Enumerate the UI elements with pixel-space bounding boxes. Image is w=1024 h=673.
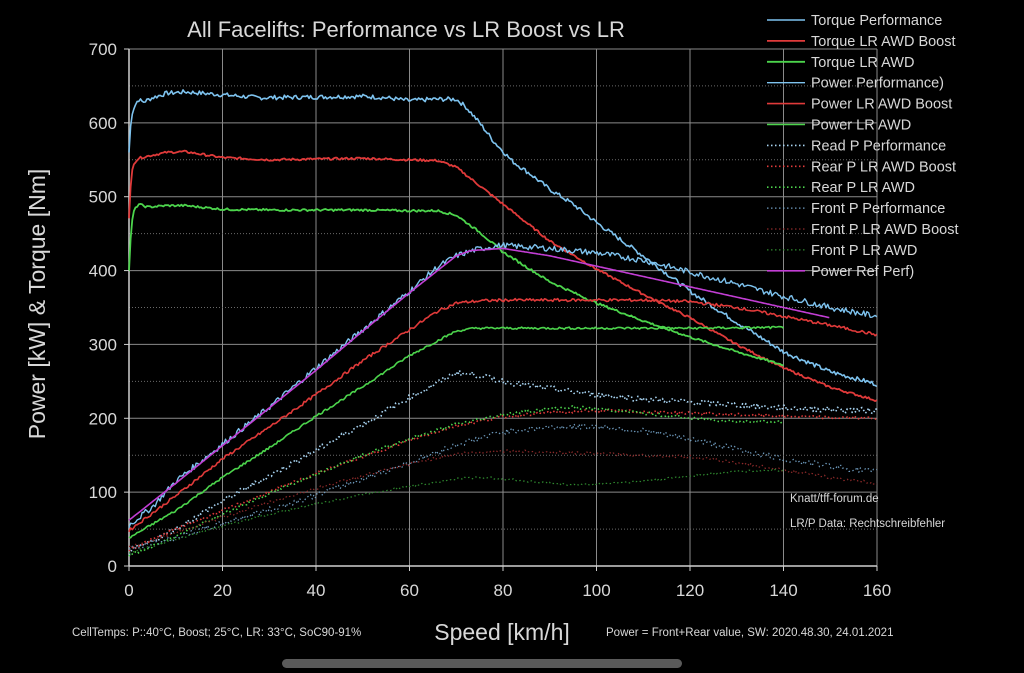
series-line-12 <box>128 468 784 554</box>
footer-celltemps: CellTemps: P::40°C, Boost; 25°C, LR: 33°… <box>72 627 361 639</box>
legend-label: Torque LR AWD Boost <box>811 34 956 50</box>
series-line-4 <box>128 242 878 529</box>
annotation-credit: Knatt/tff-forum.de <box>790 493 879 505</box>
legend-label: Power LR AWD <box>811 118 911 134</box>
series-line-3 <box>128 203 784 367</box>
series-line-13 <box>128 247 830 521</box>
series-line-10 <box>128 423 877 550</box>
x-tick-label: 120 <box>676 581 704 600</box>
legend-label: Torque LR AWD <box>811 55 914 71</box>
legend-label: Rear P LR AWD Boost <box>811 159 956 175</box>
legend: Torque Performance Torque LR AWD Boost Tor… <box>767 13 958 280</box>
series-line-2 <box>128 149 878 402</box>
y-tick-label: 0 <box>108 557 117 576</box>
series-layer <box>128 89 878 557</box>
home-indicator[interactable] <box>282 659 682 668</box>
y-tick-label: 400 <box>89 262 117 281</box>
x-tick-label: 60 <box>400 581 419 600</box>
legend-label: Front P Performance <box>811 201 945 217</box>
x-tick-label: 40 <box>307 581 326 600</box>
y-tick-label: 600 <box>89 114 117 133</box>
series-line-8 <box>128 409 877 552</box>
legend-label: Rear P LR AWD <box>811 180 915 196</box>
y-axis-label: Power [kW] & Torque [Nm] <box>24 169 50 440</box>
x-tick-label: 20 <box>213 581 232 600</box>
legend-label: Power LR AWD Boost <box>811 97 952 113</box>
legend-label: Front P LR AWD Boost <box>811 222 958 238</box>
x-axis-label: Speed [km/h] <box>434 619 570 645</box>
series-line-9 <box>128 405 784 557</box>
chart-title: All Facelifts: Performance vs LR Boost v… <box>187 17 625 42</box>
legend-label: Power Performance) <box>811 76 944 92</box>
y-tick-label: 300 <box>89 335 117 354</box>
legend-label: Power Ref Perf) <box>811 264 914 280</box>
series-line-5 <box>128 297 878 533</box>
legend-label: Read P Performance <box>811 138 946 154</box>
y-tick-label: 200 <box>89 409 117 428</box>
x-tick-label: 140 <box>769 581 797 600</box>
series-line-11 <box>128 449 878 548</box>
y-tick-label: 500 <box>89 188 117 207</box>
legend-label: Front P LR AWD <box>811 243 917 259</box>
x-tick-label: 160 <box>863 581 891 600</box>
x-tick-label: 80 <box>494 581 513 600</box>
footer-power-note: Power = Front+Rear value, SW: 2020.48.30… <box>606 627 893 639</box>
y-tick-label: 100 <box>89 483 117 502</box>
grid <box>128 48 878 567</box>
x-tick-label: 0 <box>124 581 133 600</box>
series-line-6 <box>128 325 785 539</box>
series-line-1 <box>128 89 878 388</box>
annotation-data-source: LR/P Data: Rechtschreibfehler <box>790 518 945 530</box>
tick-labels: 0 20 40 60 80 100 120 140 160 0 100 200 300 400 500 600… <box>89 40 892 600</box>
legend-label: Torque Performance <box>811 13 942 29</box>
y-tick-label: 700 <box>89 40 117 59</box>
x-tick-label: 100 <box>582 581 610 600</box>
